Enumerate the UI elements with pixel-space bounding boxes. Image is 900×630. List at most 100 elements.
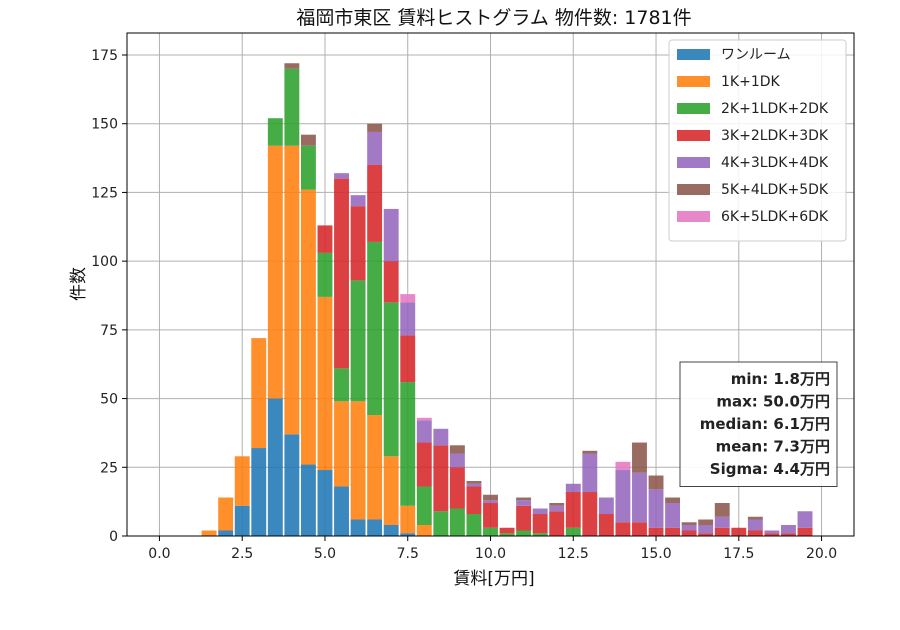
bar-segment-series-2 [565,527,581,536]
bar-segment-series-3 [383,261,399,303]
stats-line: min: 1.8万円 [731,370,830,388]
bar-segment-series-3 [698,533,714,536]
bar-segment-series-3 [549,511,565,536]
bar-segment-series-5 [466,481,482,484]
bar-segment-series-1 [400,505,416,534]
bar-segment-series-4 [350,195,366,207]
bar-segment-series-3 [714,527,730,536]
x-tick-label: 5.0 [314,546,336,562]
x-tick-label: 12.5 [558,546,589,562]
bar-segment-series-4 [648,489,664,528]
legend-swatch [677,49,710,60]
bar-segment-series-1 [300,189,316,465]
bar-segment-series-2 [267,118,283,146]
bar-segment-series-0 [218,530,234,536]
bar-segment-series-3 [466,486,482,515]
histogram-bars [201,63,813,536]
bar-segment-series-5 [483,494,498,501]
bar-segment-series-3 [797,527,813,536]
legend-swatch [677,130,710,141]
bar-segment-series-5 [582,450,598,454]
y-tick-label: 50 [100,392,118,408]
bar-segment-series-1 [383,456,399,526]
bar-segment-series-3 [516,505,532,531]
legend-swatch [677,211,710,222]
bar-segment-series-2 [433,511,449,536]
legend-swatch [677,157,710,168]
y-tick-label: 75 [100,323,118,339]
stats-line: mean: 7.3万円 [716,438,830,456]
bar-segment-series-3 [747,530,763,536]
bar-segment-series-5 [284,63,300,69]
bar-segment-series-4 [516,500,532,506]
bar-segment-series-2 [532,533,548,536]
bar-segment-series-4 [665,503,681,528]
bar-segment-series-4 [681,525,697,531]
legend: ワンルーム 1K+1DK 2K+1LDK+2DK 3K+2LDK+3DK 4K+3LDK… [668,39,847,242]
bar-segment-series-5 [681,522,697,526]
bar-segment-series-5 [698,519,714,526]
legend-swatch [677,76,710,87]
bar-segment-series-6 [416,417,432,421]
bar-segment-series-3 [731,527,747,536]
legend-swatch [677,184,710,195]
bar-segment-series-1 [367,415,383,520]
bar-segment-series-0 [284,434,300,536]
bar-segment-series-3 [350,206,366,281]
bar-segment-series-4 [598,497,614,515]
bar-segment-series-4 [582,453,598,493]
bar-segment-series-0 [317,470,333,536]
y-tick-label: 100 [91,254,118,270]
bar-segment-series-2 [483,527,498,536]
legend-frame [668,39,847,242]
bar-segment-series-3 [565,492,581,528]
bar-segment-series-3 [532,514,548,534]
bar-segment-series-4 [632,472,647,523]
bar-segment-series-4 [400,302,416,336]
bar-segment-series-4 [549,505,565,512]
chart-title: 福岡市東区 賃料ヒストグラム 物件数: 1781件 [296,7,691,29]
bar-segment-series-3 [334,178,349,369]
bar-segment-series-4 [483,500,498,504]
bar-segment-series-5 [367,123,383,132]
x-tick-label: 10.0 [475,546,506,562]
bar-segment-series-0 [234,505,250,536]
bar-segment-series-2 [300,145,316,190]
bar-segment-series-5 [648,475,664,490]
bar-segment-series-3 [648,527,664,536]
bar-segment-series-2 [350,280,366,402]
bar-segment-series-0 [383,525,399,536]
bar-segment-series-4 [797,511,813,528]
bar-segment-series-4 [781,525,796,534]
y-tick-label: 125 [91,185,118,201]
legend-label: 6K+5LDK+6DK [721,209,829,225]
bar-segment-series-1 [234,456,250,506]
bar-segment-series-3 [416,442,432,487]
bar-segment-series-3 [681,530,697,536]
stats-line: max: 50.0万円 [716,393,830,411]
bar-segment-series-3 [582,492,598,536]
x-tick-label: 20.0 [806,546,837,562]
bar-segment-series-0 [251,448,267,536]
stats-frame [679,361,838,487]
bar-segment-series-3 [598,514,614,536]
bar-segment-series-4 [334,173,349,179]
bar-segment-series-4 [714,516,730,528]
bar-segment-series-3 [400,335,416,383]
y-tick-label: 150 [91,117,118,133]
legend-label: 2K+1LDK+2DK [721,101,829,117]
bar-segment-series-1 [251,338,267,449]
bar-segment-series-5 [300,134,316,146]
bar-segment-series-0 [400,533,416,536]
bar-segment-series-0 [350,519,366,536]
bar-segment-series-2 [367,241,383,416]
bar-segment-series-3 [632,522,647,536]
bar-segment-series-4 [416,420,432,443]
y-tick-label: 175 [91,48,118,64]
legend-label: 3K+2LDK+3DK [721,128,829,144]
bar-segment-series-5 [665,497,681,504]
stats-line: median: 6.1万円 [700,415,830,433]
bar-segment-series-4 [383,208,399,262]
bar-segment-series-4 [747,519,763,531]
x-tick-label: 7.5 [397,546,419,562]
